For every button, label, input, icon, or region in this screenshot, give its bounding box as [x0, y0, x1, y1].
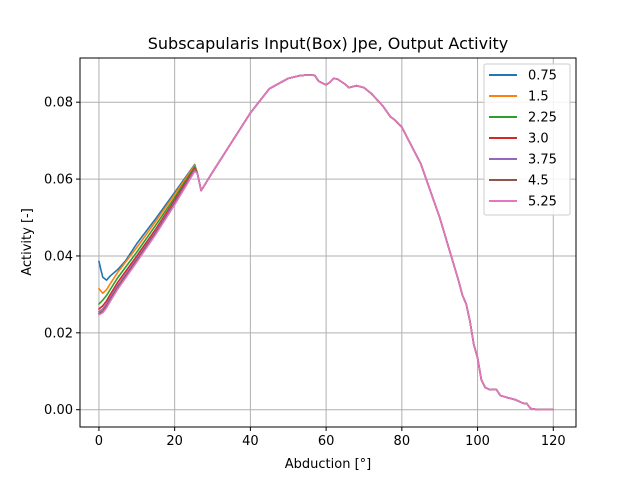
- x-tick-label: 120: [541, 434, 566, 449]
- legend-label: 0.75: [528, 69, 557, 84]
- chart-title: Subscapularis Input(Box) Jpe, Output Act…: [148, 34, 509, 53]
- x-tick-label: 80: [394, 434, 411, 449]
- legend-label: 1.5: [528, 90, 549, 105]
- legend-label: 3.75: [528, 153, 557, 168]
- series-lines: [98, 74, 555, 411]
- legend: 0.75 1.5 2.25 3.0 3.75 4.5 5.25: [483, 63, 571, 216]
- axis-ticks: 0 20 40 60 80 100 120 0.00 0.02 0.04 0.06 0.08: [44, 96, 566, 449]
- legend-label: 4.5: [528, 174, 549, 189]
- plot-frame: [79, 57, 577, 428]
- y-tick-label: 0.06: [44, 173, 73, 188]
- x-tick-label: 60: [318, 434, 335, 449]
- y-tick-label: 0.04: [44, 249, 73, 264]
- x-tick-label: 40: [242, 434, 259, 449]
- y-tick-label: 0.02: [44, 326, 73, 341]
- x-tick-label: 20: [166, 434, 183, 449]
- y-axis-label: Activity [-]: [20, 208, 35, 276]
- legend-label: 5.25: [528, 195, 557, 210]
- legend-label: 2.25: [528, 111, 557, 126]
- x-tick-label: 0: [95, 434, 103, 449]
- legend-label: 3.0: [528, 132, 549, 147]
- series-line-5-25: [98, 74, 555, 411]
- y-tick-label: 0.00: [44, 403, 73, 418]
- y-tick-label: 0.08: [44, 96, 73, 111]
- x-axis-label: Abduction [°]: [285, 457, 371, 472]
- x-tick-label: 100: [465, 434, 490, 449]
- legend-box: [483, 63, 571, 216]
